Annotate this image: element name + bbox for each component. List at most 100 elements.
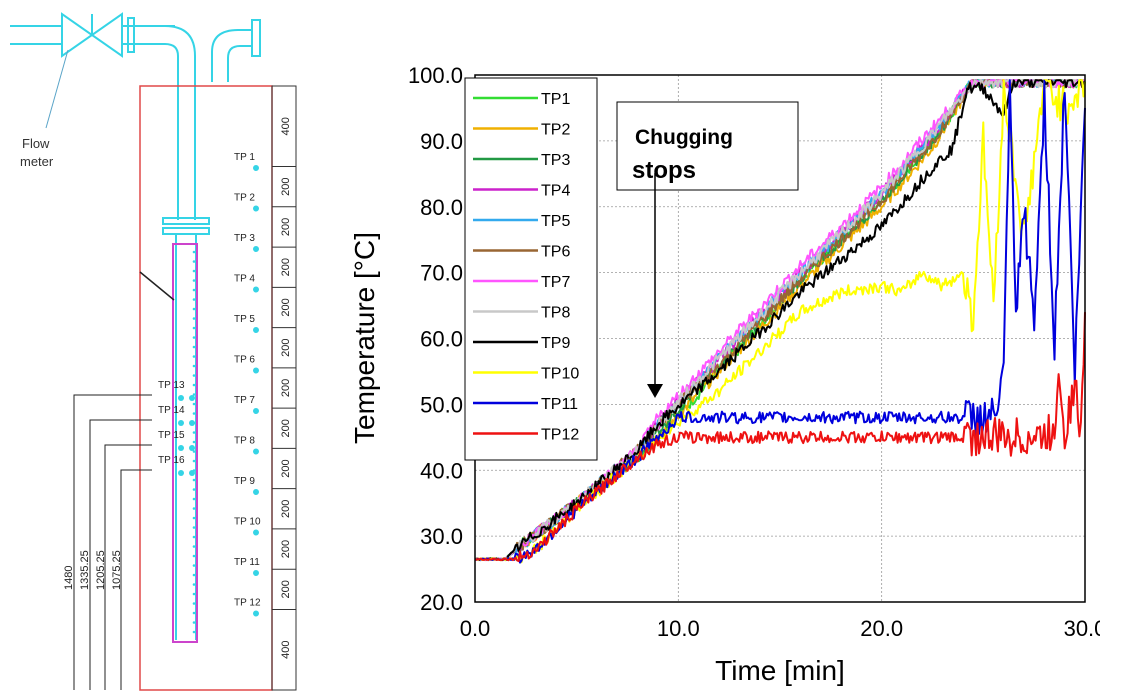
dimension-labels: 400 200 200 200 200 200 200 200 200 200 200 200 400 bbox=[280, 117, 292, 659]
annotation-line-2: stops bbox=[632, 157, 696, 184]
tube-dot bbox=[192, 345, 196, 349]
tp-label: TP 8 bbox=[234, 436, 255, 447]
y-tick-label: 50.0 bbox=[420, 392, 463, 417]
tube-dot bbox=[192, 412, 196, 415]
legend-box bbox=[464, 77, 598, 461]
tp-label: TP 10 bbox=[234, 517, 261, 528]
tube-dot bbox=[192, 564, 196, 567]
tp-sensor-dot bbox=[189, 395, 195, 401]
tube-dot bbox=[192, 317, 196, 320]
tp-sensor-dot bbox=[253, 408, 259, 414]
tube-dot bbox=[192, 298, 196, 301]
annotation-arrowhead bbox=[647, 384, 663, 398]
flow-meter-pointer bbox=[45, 49, 69, 129]
piping bbox=[10, 12, 261, 640]
y-tick-label: 20.0 bbox=[420, 590, 463, 615]
tp-sensor-dot bbox=[253, 367, 259, 374]
tube-dot bbox=[192, 621, 196, 624]
tube-dot bbox=[192, 478, 196, 482]
legend-label: TP6 bbox=[541, 244, 570, 261]
tp-sensor-dot bbox=[253, 529, 259, 536]
tube-dot bbox=[192, 554, 196, 558]
legend-label: TP1 bbox=[541, 91, 570, 108]
tube-dot bbox=[192, 488, 196, 491]
y-tick-label: 90.0 bbox=[420, 129, 463, 154]
tube-dot bbox=[192, 611, 196, 615]
tube-sensor-dots bbox=[192, 250, 196, 634]
tube-dot bbox=[192, 431, 196, 434]
tp-sensor-dot bbox=[178, 470, 184, 476]
dimension-ticks bbox=[272, 166, 296, 610]
tube-dot bbox=[192, 374, 196, 377]
tube-dot bbox=[192, 383, 196, 387]
dimension-label: 200 bbox=[280, 379, 292, 397]
legend-label: TP5 bbox=[541, 213, 570, 230]
y-tick-label: 60.0 bbox=[420, 327, 463, 352]
tp-sensor-dot bbox=[178, 445, 184, 451]
tp-sensor-dot bbox=[253, 610, 259, 617]
depth-label: 1205.25 bbox=[95, 550, 107, 590]
test-apparatus-schematic: Flow meter 400 200 200 200 200 200 200 200 200 20… bbox=[10, 12, 297, 691]
tp-label: TP 7 bbox=[234, 395, 255, 406]
tp-label: TP 3 bbox=[234, 233, 255, 244]
tp-sensor-dot bbox=[253, 327, 259, 333]
dimension-label: 400 bbox=[280, 117, 292, 135]
tp-label: TP 2 bbox=[234, 193, 255, 204]
dimension-label: 200 bbox=[280, 339, 292, 357]
legend-label: TP10 bbox=[541, 366, 579, 383]
depth-label: 1480 bbox=[63, 566, 75, 590]
tube-dot bbox=[192, 364, 196, 368]
flow-meter-label: Flow meter bbox=[20, 136, 54, 169]
y-axis-label: Temperature [°C] bbox=[349, 232, 380, 444]
x-tick-label: 30.0 bbox=[1064, 616, 1100, 641]
tp-label: TP 9 bbox=[234, 476, 255, 487]
tube-dot bbox=[192, 507, 196, 510]
tp-sensor-dot bbox=[253, 165, 259, 171]
legend-label: TP12 bbox=[541, 427, 579, 444]
tube-dot bbox=[192, 535, 196, 539]
tube-dot bbox=[192, 469, 196, 472]
tube-dot bbox=[192, 279, 196, 282]
tp-sensor-dot bbox=[253, 246, 259, 252]
tube-dot bbox=[192, 402, 196, 406]
tube-dot bbox=[192, 393, 196, 396]
x-axis-label: Time [min] bbox=[715, 655, 845, 686]
x-tick-label: 10.0 bbox=[657, 616, 700, 641]
legend-label: TP2 bbox=[541, 122, 570, 139]
series-line-tp10 bbox=[474, 79, 1086, 564]
dimension-label: 200 bbox=[280, 580, 292, 598]
tp-label: TP 16 bbox=[158, 455, 185, 466]
series-lines bbox=[474, 79, 1086, 564]
tube-dot bbox=[192, 526, 196, 529]
y-tick-label: 100.0 bbox=[408, 63, 463, 88]
annotation-line-1: Chugging bbox=[635, 126, 733, 149]
y-tick-labels: 20.0 30.0 40.0 50.0 60.0 70.0 80.0 90.0 100.0 bbox=[408, 63, 463, 615]
dimension-label: 200 bbox=[280, 419, 292, 437]
tp-label: TP 6 bbox=[234, 355, 255, 366]
tp-sensor-dot bbox=[178, 420, 184, 426]
temperature-chart: 20.0 30.0 40.0 50.0 60.0 70.0 80.0 90.0 100.0 0.… bbox=[349, 63, 1100, 686]
tube-dot bbox=[192, 421, 196, 425]
tube-dot bbox=[192, 336, 196, 339]
tp-label: TP 5 bbox=[234, 314, 255, 325]
legend-label: TP3 bbox=[541, 152, 570, 169]
tube-dot bbox=[192, 516, 196, 520]
tube-dot bbox=[192, 269, 196, 273]
tp-sensor-dot bbox=[253, 489, 259, 495]
tube-dot bbox=[192, 630, 196, 634]
tp-sensor-dot bbox=[253, 286, 259, 293]
tube-dot bbox=[192, 326, 196, 330]
tp-label: TP 1 bbox=[234, 152, 255, 163]
chugging-annotation: Chugging stops bbox=[616, 101, 799, 398]
tp-label: TP 15 bbox=[158, 430, 185, 441]
depth-label: 1335.25 bbox=[79, 550, 91, 590]
tube-dot bbox=[192, 260, 196, 263]
dimension-label: 200 bbox=[280, 540, 292, 558]
legend-label: TP7 bbox=[541, 274, 570, 291]
tube-dot bbox=[192, 497, 196, 501]
dimension-label: 200 bbox=[280, 218, 292, 236]
dimension-label: 200 bbox=[280, 500, 292, 518]
depth-label: 1075.25 bbox=[111, 550, 123, 590]
tube-dot bbox=[192, 592, 196, 596]
tp-sensor-dot bbox=[189, 445, 195, 451]
